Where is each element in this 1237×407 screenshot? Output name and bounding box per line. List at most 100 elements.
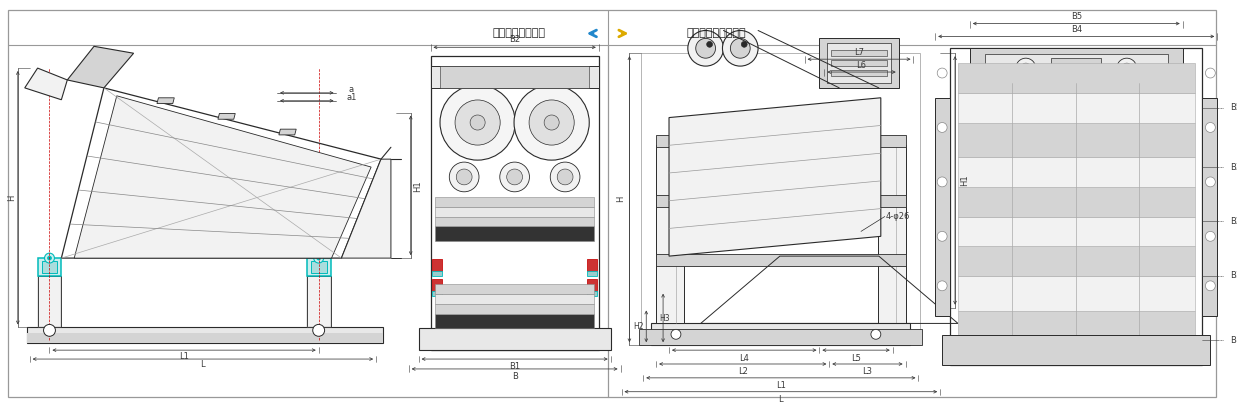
Text: H: H: [7, 195, 16, 201]
Bar: [641, 53, 920, 345]
Bar: [831, 60, 887, 66]
Circle shape: [938, 177, 948, 187]
Circle shape: [938, 232, 948, 241]
Bar: [435, 313, 594, 328]
Bar: [651, 324, 910, 345]
Circle shape: [938, 281, 948, 291]
Circle shape: [1122, 63, 1132, 73]
Text: 4-φ26: 4-φ26: [886, 212, 910, 221]
Polygon shape: [669, 98, 881, 256]
Bar: [935, 98, 950, 315]
Bar: [957, 246, 1195, 276]
Bar: [957, 217, 1195, 246]
Circle shape: [722, 31, 758, 66]
Text: H3: H3: [659, 314, 670, 323]
Bar: [418, 328, 611, 350]
Circle shape: [1016, 58, 1035, 78]
Circle shape: [45, 253, 54, 263]
Bar: [307, 276, 330, 327]
Bar: [27, 327, 383, 343]
Bar: [1051, 58, 1101, 73]
Circle shape: [688, 31, 724, 66]
Bar: [957, 187, 1195, 217]
Text: B: B: [1230, 336, 1236, 345]
Bar: [970, 48, 1183, 83]
Circle shape: [313, 324, 324, 336]
Bar: [819, 38, 898, 88]
Circle shape: [500, 162, 529, 192]
Circle shape: [317, 256, 320, 260]
Circle shape: [529, 100, 574, 145]
Bar: [656, 136, 905, 147]
Bar: [310, 261, 327, 273]
Circle shape: [515, 85, 589, 160]
Text: a1: a1: [346, 93, 356, 102]
Text: L7: L7: [854, 48, 863, 57]
Circle shape: [1205, 281, 1215, 291]
Bar: [656, 195, 905, 207]
Text: L3: L3: [862, 368, 872, 376]
Polygon shape: [157, 98, 174, 103]
Bar: [586, 259, 596, 271]
Bar: [586, 271, 596, 276]
Circle shape: [47, 256, 52, 260]
Text: L6: L6: [856, 61, 866, 70]
Polygon shape: [67, 46, 134, 88]
Bar: [831, 70, 887, 76]
Bar: [433, 279, 443, 291]
Circle shape: [871, 329, 881, 339]
Bar: [435, 207, 594, 217]
Text: L4: L4: [740, 354, 750, 363]
Bar: [435, 304, 594, 313]
Bar: [307, 258, 330, 276]
Text: B2: B2: [1230, 217, 1237, 226]
Circle shape: [314, 253, 324, 263]
Bar: [433, 271, 443, 276]
Bar: [831, 50, 887, 56]
Text: L: L: [778, 395, 783, 404]
Bar: [957, 123, 1195, 157]
Circle shape: [456, 169, 473, 185]
Bar: [433, 259, 443, 271]
Bar: [957, 276, 1195, 311]
Bar: [435, 294, 594, 304]
Text: L5: L5: [851, 354, 861, 363]
Bar: [957, 311, 1195, 335]
Polygon shape: [25, 68, 67, 100]
Polygon shape: [341, 159, 391, 258]
Text: H2: H2: [633, 322, 643, 331]
Text: B: B: [512, 372, 517, 381]
Bar: [435, 226, 594, 241]
Circle shape: [43, 324, 56, 336]
Bar: [640, 329, 923, 345]
Circle shape: [1117, 58, 1137, 78]
Text: a: a: [349, 85, 354, 94]
Bar: [586, 279, 596, 291]
Polygon shape: [218, 114, 235, 119]
Bar: [430, 56, 599, 350]
Bar: [37, 276, 62, 327]
Bar: [957, 157, 1195, 187]
Bar: [828, 43, 891, 83]
Text: B1: B1: [1230, 271, 1237, 280]
Text: B2: B2: [510, 35, 521, 44]
Text: 电机型结构示意图: 电机型结构示意图: [492, 28, 546, 38]
Text: B5: B5: [1071, 12, 1082, 21]
Bar: [1202, 98, 1217, 315]
Text: B1: B1: [510, 363, 521, 372]
Circle shape: [1021, 63, 1030, 73]
Bar: [430, 66, 599, 88]
Bar: [435, 197, 594, 207]
Bar: [957, 63, 1195, 93]
Circle shape: [455, 100, 500, 145]
Text: B4: B4: [1071, 25, 1082, 34]
Circle shape: [938, 123, 948, 132]
Circle shape: [706, 42, 713, 47]
Bar: [943, 335, 1210, 365]
Bar: [985, 54, 1168, 76]
Circle shape: [1205, 68, 1215, 78]
Circle shape: [557, 169, 573, 185]
Text: B3: B3: [1230, 162, 1237, 172]
Circle shape: [470, 115, 485, 130]
Bar: [42, 261, 57, 273]
